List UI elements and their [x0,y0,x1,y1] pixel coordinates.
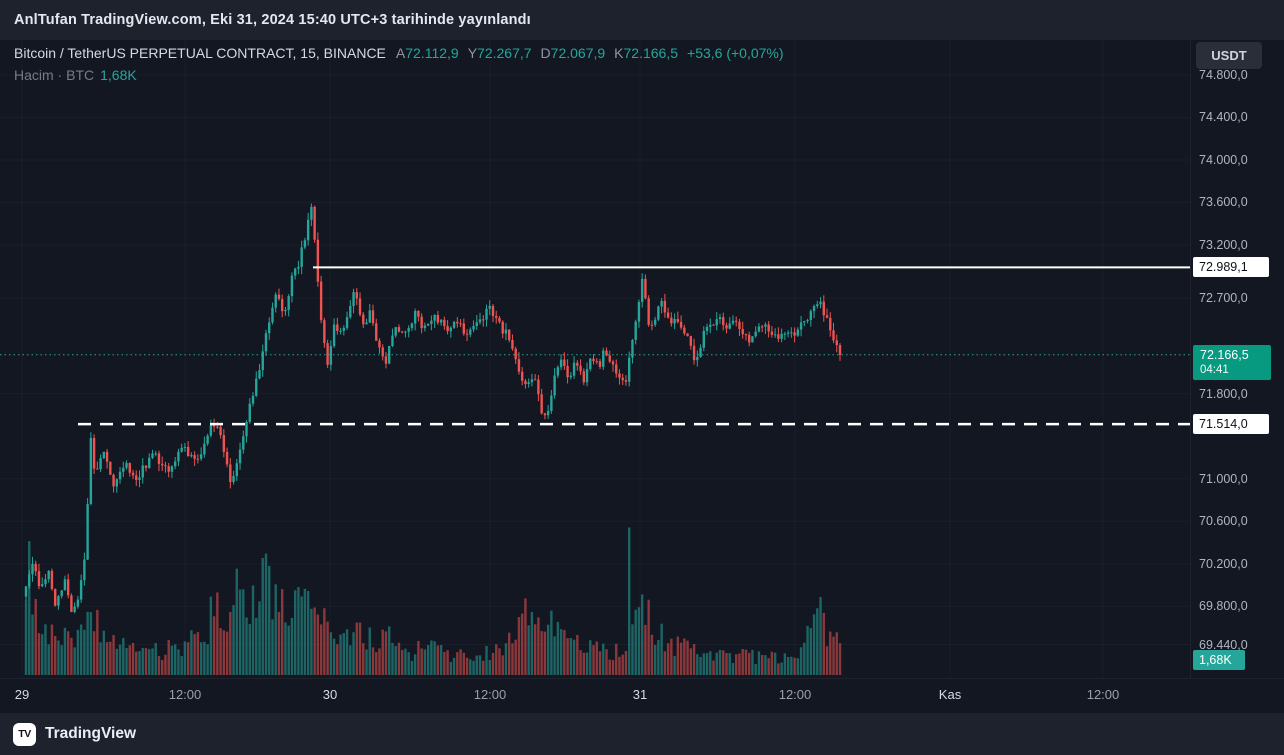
last-price-value: 72.166,5 [1200,347,1249,362]
price-axis-label: 69.800,0 [1199,599,1248,614]
publish-text: AnlTufan TradingView.com, Eki 31, 2024 1… [14,12,531,28]
time-axis-label: 12:00 [473,687,507,702]
time-axis[interactable]: 29 12:00 30 12:00 31 12:00 Kas 12:00 [0,678,1284,713]
symbol-row: Bitcoin / TetherUS PERPETUAL CONTRACT, 1… [14,45,784,61]
price-axis-label: 74.400,0 [1199,110,1248,125]
time-axis-label: 29 [14,687,30,702]
price-line-label-upper: 72.989,1 [1193,257,1269,278]
time-axis-label: 12:00 [778,687,812,702]
volume-label: Hacim · BTC [14,67,95,83]
volume-axis-badge: 1,68K [1193,650,1245,670]
price-axis[interactable]: 72.989,1 71.514,0 72.166,5 04:41 1,68K 7… [1190,40,1284,678]
price-axis-label: 73.200,0 [1199,237,1248,252]
price-axis-label: 70.600,0 [1199,514,1248,529]
price-axis-label: 69.440,0 [1199,637,1248,652]
ohlc-label: A [395,45,406,61]
footer-bar: TV TradingView [0,713,1284,755]
volume-value: 1,68K [100,67,137,83]
ohlc-label: D [540,45,551,61]
price-axis-label: 70.200,0 [1199,556,1248,571]
ohlc-pair: A72.112,9 [396,45,459,61]
price-line-label-lower: 71.514,0 [1193,414,1269,435]
time-axis-label: 31 [632,687,648,702]
ohlc-label: K [614,45,624,61]
ohlc-pair: K72.166,5 [614,45,678,61]
ohlc-values: A72.112,9 Y72.267,7 D72.067,9 K72.166,5 +53,… [396,45,784,61]
candlestick-chart[interactable] [0,40,1190,678]
tradingview-logo-icon[interactable]: TV [13,722,36,746]
publish-bar: AnlTufan TradingView.com, Eki 31, 2024 1… [0,0,1284,40]
ohlc-pair: Y72.267,7 [468,45,532,61]
time-axis-label: 30 [322,687,338,702]
price-axis-label: 72.700,0 [1199,291,1248,306]
chart-legend: Bitcoin / TetherUS PERPETUAL CONTRACT, 1… [14,45,784,83]
volume-row: Hacim · BTC 1,68K [14,67,784,83]
time-axis-label: 12:00 [168,687,202,702]
bar-countdown: 04:41 [1200,363,1229,376]
chart-area: Bitcoin / TetherUS PERPETUAL CONTRACT, 1… [0,40,1284,713]
last-price-badge: 72.166,5 04:41 [1193,344,1271,380]
price-axis-label: 71.800,0 [1199,386,1248,401]
price-axis-label: 74.800,0 [1199,67,1248,82]
price-axis-label: 71.000,0 [1199,471,1248,486]
time-axis-label: Kas [938,687,962,702]
time-axis-label: 12:00 [1086,687,1120,702]
price-axis-label: 74.000,0 [1199,152,1248,167]
currency-button[interactable]: USDT [1196,42,1262,69]
ohlc-label: Y [467,45,478,61]
tradingview-brand[interactable]: TradingView [45,725,137,742]
ohlc-value: 72.112,9 [405,45,459,61]
ohlc-value: 72.166,5 [623,45,679,61]
ohlc-value: 72.267,7 [477,45,532,61]
price-change: +53,6 (+0,07%) [687,45,784,61]
ohlc-value: 72.067,9 [550,45,606,61]
symbol-title: Bitcoin / TetherUS PERPETUAL CONTRACT, 1… [14,45,386,61]
price-axis-label: 73.600,0 [1199,195,1248,210]
ohlc-pair: D72.067,9 [541,45,606,61]
